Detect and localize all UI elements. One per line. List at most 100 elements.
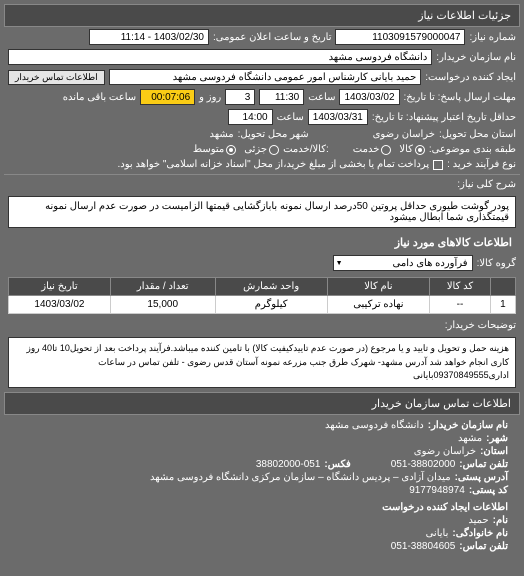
contact-city-row: شهر: مشهد <box>8 432 516 445</box>
creator-name: حمید <box>468 515 488 526</box>
radio-goods-label: کالا <box>399 144 413 155</box>
table-row: 1 -- نهاده ترکیبی کیلوگرم 15,000 1403/03… <box>9 296 516 314</box>
td-date: 1403/03/02 <box>9 296 111 314</box>
request-number-label: شماره نیاز: <box>469 32 516 43</box>
radio-partial-label: جزئی <box>244 144 267 155</box>
info-panel: جزئیات اطلاعات نیاز شماره نیاز: 11030915… <box>0 0 524 561</box>
contact-province-label: استان: <box>480 446 508 457</box>
radio-medium[interactable]: متوسط <box>193 144 236 155</box>
row-requester: ایجاد کننده درخواست: حمید بایانی کارشناس… <box>4 67 520 87</box>
radio-medium-icon <box>226 145 236 155</box>
contract-text: پرداخت تمام یا بخشی از مبلغ خرید،از محل … <box>118 159 430 170</box>
contact-postal-row: کد پستی: 9177948974 <box>8 484 516 497</box>
days-field: 3 <box>225 89 255 105</box>
goods-group-label: گروه کالا: <box>477 258 516 269</box>
th-date: تاریخ نیاز <box>9 278 111 296</box>
creator-family-row: نام خانوادگی: بایانی <box>8 527 516 540</box>
table-header-row: کد کالا نام کالا واحد شمارش تعداد / مقدا… <box>9 278 516 296</box>
row-request-number: شماره نیاز: 1103091579000047 تاریخ و ساع… <box>4 27 520 47</box>
package-label: طبقه بندی موضوعی: <box>429 144 516 155</box>
contact-info-button[interactable]: اطلاعات تماس خریدار <box>8 70 105 85</box>
request-number-field: 1103091579000047 <box>335 29 465 45</box>
contact-phone: 051-38802000 <box>391 459 456 470</box>
general-description: پودر گوشت طیوری حداقل پروتین 50درصد ارسا… <box>8 196 516 228</box>
order-type-label: :کالا/خدمت <box>283 144 329 155</box>
general-label: شرح کلی نیاز: <box>457 179 516 190</box>
announce-label: تاریخ و ساعت اعلان عمومی: <box>213 32 332 43</box>
requester-label: ایجاد کننده درخواست: <box>425 72 516 83</box>
creator-family-label: نام خانوادگی: <box>452 528 508 539</box>
location-value: خراسان رضوی <box>373 129 435 140</box>
goods-group-select[interactable]: فرآورده های دامی <box>333 255 473 271</box>
radio-partial[interactable]: جزئی <box>244 144 279 155</box>
contact-postal: 9177948974 <box>409 485 465 496</box>
deadline-time-label: ساعت <box>308 92 335 103</box>
contact-fax-label: فکس: <box>324 459 350 470</box>
td-name: نهاده ترکیبی <box>327 296 429 314</box>
row-deadline: مهلت ارسال پاسخ: تا تاریخ: 1403/03/02 سا… <box>4 87 520 107</box>
contract-checkbox[interactable] <box>433 160 443 170</box>
row-quote: حداقل تاریخ اعتبار پیشنهاد: تا تاریخ: 14… <box>4 107 520 127</box>
contact-org-row: نام سازمان خریدار: دانشگاه فردوسی مشهد <box>8 419 516 432</box>
row-goods-group: گروه کالا: فرآورده های دامی <box>4 253 520 273</box>
radio-goods-icon <box>415 145 425 155</box>
radio-service[interactable]: خدمت <box>353 144 392 155</box>
radio-medium-label: متوسط <box>193 144 224 155</box>
announce-field: 1403/02/30 - 11:14 <box>89 29 209 45</box>
package-radio-group: کالا خدمت <box>353 144 425 155</box>
city-value: مشهد <box>209 129 233 140</box>
contact-province-row: استان: خراسان رضوی <box>8 445 516 458</box>
th-code: کد کالا <box>430 278 491 296</box>
contact-address-label: آدرس پستی: <box>455 472 508 483</box>
quote-time-label: ساعت <box>277 112 304 123</box>
contact-fax: 38802000-051 <box>256 459 321 470</box>
requester-field: حمید بایانی کارشناس امور عمومی دانشگاه ف… <box>109 69 422 85</box>
remaining-time-field: 00:07:06 <box>140 89 195 105</box>
radio-goods[interactable]: کالا <box>399 144 425 155</box>
city-label: شهر محل تحویل: <box>238 129 309 140</box>
contact-address: میدان آزادی – پردیس دانشگاه – سازمان مرک… <box>150 472 451 483</box>
contact-phone-row: تلفن تماس: 051-38802000 فکس: 38802000-05… <box>8 458 516 471</box>
radio-service-icon <box>381 145 391 155</box>
row-buyer-org: نام سازمان خریدار: دانشگاه فردوسی مشهد <box>4 47 520 67</box>
row-notes: توضیحات خریدار: <box>4 318 520 333</box>
contact-city: مشهد <box>458 433 482 444</box>
deadline-label: مهلت ارسال پاسخ: تا تاریخ: <box>404 92 516 103</box>
th-unit: واحد شمارش <box>215 278 327 296</box>
td-unit: کیلوگرم <box>215 296 327 314</box>
contact-org-label: نام سازمان خریدار: <box>428 420 508 431</box>
creator-phone-row: تلفن تماس: 051-38804605 <box>8 540 516 553</box>
panel-header: جزئیات اطلاعات نیاز <box>4 4 520 27</box>
contact-address-row: آدرس پستی: میدان آزادی – پردیس دانشگاه –… <box>8 471 516 484</box>
row-package: طبقه بندی موضوعی: کالا خدمت :کالا/خدمت ج… <box>4 142 520 157</box>
creator-name-row: نام: حمید <box>8 514 516 527</box>
contact-phone-label: تلفن تماس: <box>459 459 508 470</box>
creator-name-label: نام: <box>493 515 508 526</box>
notes-label: توضیحات خریدار: <box>445 320 516 331</box>
th-qty: تعداد / مقدار <box>110 278 215 296</box>
row-general: شرح کلی نیاز: <box>4 177 520 192</box>
goods-section-title: اطلاعات کالاهای مورد نیاز <box>4 232 520 253</box>
deadline-time-field: 11:30 <box>259 89 304 105</box>
td-code: -- <box>430 296 491 314</box>
goods-table: کد کالا نام کالا واحد شمارش تعداد / مقدا… <box>8 277 516 314</box>
contact-org: دانشگاه فردوسی مشهد <box>325 420 424 431</box>
th-name: نام کالا <box>327 278 429 296</box>
deadline-date-field: 1403/03/02 <box>339 89 399 105</box>
contact-section: نام سازمان خریدار: دانشگاه فردوسی مشهد ش… <box>4 415 520 557</box>
creator-phone-label: تلفن تماس: <box>459 541 508 552</box>
quote-date-field: 1403/03/31 <box>308 109 368 125</box>
location-label: استان محل تحویل: <box>439 129 516 140</box>
divider <box>4 174 520 175</box>
buyer-notes: هزینه حمل و تحویل و تایید و یا مرجوع (در… <box>8 337 516 388</box>
buyer-org-field: دانشگاه فردوسی مشهد <box>8 49 432 65</box>
creator-phone: 051-38804605 <box>391 541 456 552</box>
quote-label: حداقل تاریخ اعتبار پیشنهاد: تا تاریخ: <box>372 112 516 123</box>
row-location: استان محل تحویل: خراسان رضوی شهر محل تحو… <box>4 127 520 142</box>
th-index <box>490 278 515 296</box>
contact-section-title: اطلاعات تماس سازمان خریدار <box>4 392 520 415</box>
contract-label: نوع فرآیند خرید : <box>447 159 516 170</box>
contact-province: خراسان رضوی <box>414 446 476 457</box>
creator-title: اطلاعات ایجاد کننده درخواست <box>8 501 516 514</box>
contact-postal-label: کد پستی: <box>469 485 508 496</box>
